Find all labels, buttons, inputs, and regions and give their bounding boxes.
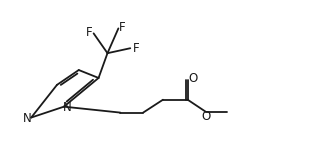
Text: N: N: [62, 101, 71, 114]
Text: F: F: [119, 21, 126, 34]
Text: O: O: [201, 110, 210, 123]
Text: N: N: [23, 112, 32, 125]
Text: F: F: [133, 42, 139, 55]
Text: O: O: [188, 72, 197, 85]
Text: F: F: [86, 26, 93, 39]
